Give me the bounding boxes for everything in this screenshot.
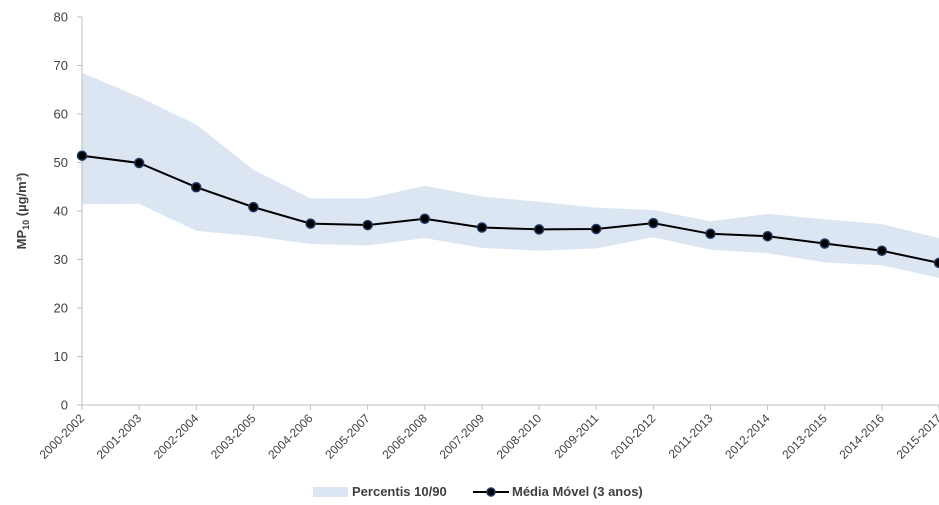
- x-tick-label: 2005-2007: [322, 411, 373, 462]
- x-tick-label: 2000-2002: [37, 411, 88, 462]
- x-tick-label: 2011-2013: [666, 411, 716, 461]
- y-tick-label: 40: [54, 204, 68, 219]
- series-point: [648, 217, 659, 229]
- y-tick-label: 60: [54, 107, 68, 122]
- y-tick-label: 50: [54, 155, 68, 170]
- x-tick-label: 2002-2004: [151, 411, 202, 462]
- y-axis-label: MP10 (µg/m³): [14, 173, 31, 250]
- y-tick-label: 0: [61, 398, 68, 413]
- series-point: [305, 218, 316, 229]
- x-tick-label: 2014-2016: [837, 411, 888, 462]
- x-tick-label: 2004-2006: [265, 411, 316, 462]
- series-point: [191, 181, 202, 193]
- percentile-band: [82, 72, 939, 278]
- y-tick-label: 20: [54, 301, 68, 316]
- legend-band-label: Percentis 10/90: [352, 484, 447, 499]
- series-point: [762, 230, 773, 242]
- series-layer: [76, 150, 939, 269]
- legend-marker-swatch: [486, 487, 496, 497]
- x-tick-label: 2015-2017: [894, 411, 939, 462]
- legend-band-swatch: [313, 487, 348, 497]
- legend: Percentis 10/90 Média Móvel (3 anos): [313, 484, 643, 499]
- x-tick-label: 2010-2012: [608, 411, 659, 462]
- x-tick-label: 2006-2008: [379, 411, 430, 462]
- series-point: [419, 213, 431, 225]
- series-point: [933, 257, 939, 269]
- series-point: [590, 223, 602, 235]
- y-axis-label-subscript: 10: [21, 220, 31, 230]
- x-tick-label: 2007-2009: [437, 411, 488, 462]
- x-tick-label: 2012-2014: [722, 411, 773, 462]
- y-ticks: 0 10 20 30 40 50 60 70 80: [54, 10, 82, 413]
- x-tick-label: 2008-2010: [494, 411, 545, 462]
- series-point: [76, 150, 88, 161]
- x-tick-label: 2001-2003: [94, 411, 145, 462]
- y-tick-label: 10: [54, 349, 68, 364]
- percentile-band-layer: [82, 72, 939, 278]
- y-axis-label-unit: (µg/m³): [14, 173, 29, 220]
- y-tick-label: 80: [54, 10, 68, 25]
- series-point: [876, 245, 888, 257]
- series-point: [362, 219, 373, 231]
- legend-line-label: Média Móvel (3 anos): [512, 484, 643, 499]
- series-point: [533, 224, 545, 235]
- series-point: [476, 222, 488, 233]
- y-tick-label: 70: [54, 58, 68, 73]
- series-point: [819, 238, 830, 249]
- x-ticks: 2000-2002 2001-2003 2002-2004 2003-2005 2004…: [37, 405, 939, 462]
- series-line: [81, 154, 939, 264]
- x-tick-label: 2003-2005: [208, 411, 259, 462]
- y-tick-label: 30: [54, 252, 68, 267]
- y-axis-label-main: MP: [14, 230, 29, 250]
- x-tick-label: 2013-2015: [779, 411, 830, 462]
- series-point: [248, 201, 259, 213]
- x-tick-label: 2009-2011: [551, 411, 601, 461]
- series-point: [133, 157, 145, 169]
- series-point: [705, 228, 716, 240]
